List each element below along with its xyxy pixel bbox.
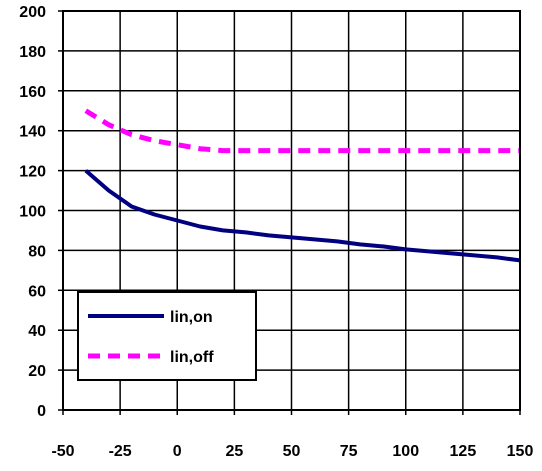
legend-label-1: lin,off: [170, 349, 214, 366]
y-tick-label: 20: [28, 363, 46, 380]
legend-box: [77, 291, 257, 381]
y-tick-label: 40: [28, 323, 46, 340]
x-tick-label: -50: [51, 443, 74, 460]
y-tick-label: 100: [19, 204, 46, 221]
x-tick-label: 50: [283, 443, 301, 460]
legend: lin,on lin,off: [77, 291, 257, 381]
y-tick-label: 180: [19, 44, 46, 61]
series-line-0: [84, 169, 521, 263]
series-line-1: [84, 108, 520, 154]
y-tick-label: 120: [19, 164, 46, 181]
x-tick-label: 75: [340, 443, 358, 460]
x-tick-label: 100: [392, 443, 419, 460]
x-tick-label: 25: [225, 443, 243, 460]
x-tick-label: 150: [507, 443, 534, 460]
x-tick-label: 0: [173, 443, 182, 460]
legend-label-0: lin,on: [170, 309, 213, 326]
y-tick-label: 80: [28, 243, 46, 260]
series-layer: [84, 108, 521, 263]
y-tick-label: 160: [19, 84, 46, 101]
y-tick-label: 60: [28, 283, 46, 300]
x-tick-label: 125: [450, 443, 477, 460]
y-tick-label: 140: [19, 124, 46, 141]
y-tick-label: 0: [37, 403, 46, 420]
x-tick-label: -25: [109, 443, 132, 460]
axes: -50 -25 0 25 50 75 100 125 150 0 20 40 60 80 100 120 140…: [19, 4, 533, 460]
y-tick-label: 200: [19, 4, 46, 21]
